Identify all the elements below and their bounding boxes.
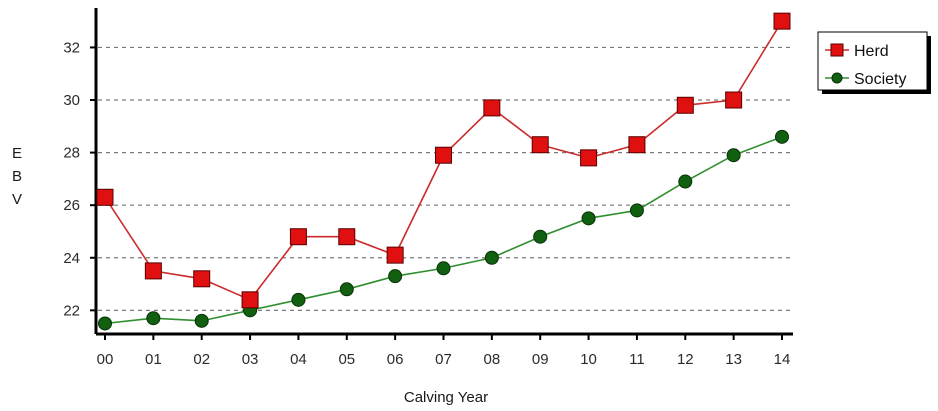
series-herd	[96, 12, 791, 309]
data-point-herd[interactable]	[725, 91, 743, 109]
data-point-herd[interactable]	[531, 136, 549, 154]
legend-marker-herd	[830, 43, 844, 57]
x-tick-label: 08	[484, 351, 501, 368]
data-point-herd[interactable]	[289, 228, 307, 246]
legend-label-herd: Herd	[854, 43, 889, 60]
series-line-society	[104, 136, 783, 325]
x-tick-label: 02	[193, 351, 210, 368]
x-tick-label: 13	[725, 351, 742, 368]
x-axis-title: Calving Year	[404, 389, 488, 406]
data-point-herd[interactable]	[338, 228, 356, 246]
y-tick-label: 22	[63, 302, 80, 319]
x-tick-label: 06	[387, 351, 404, 368]
data-point-herd[interactable]	[435, 146, 452, 164]
data-point-society[interactable]	[291, 292, 306, 307]
x-tick-label: 05	[338, 351, 355, 368]
data-point-society[interactable]	[484, 250, 499, 265]
data-point-society[interactable]	[775, 129, 789, 144]
x-tick-label: 00	[97, 351, 114, 368]
y-tick-label: 26	[63, 197, 80, 214]
x-ticks: 00 01 02 03 04 05 06 07 08 09 10 11 12 13 14	[97, 334, 791, 368]
y-tick-label: 30	[63, 92, 80, 109]
data-point-society[interactable]	[533, 229, 548, 244]
x-tick-label: 11	[629, 351, 645, 368]
data-point-herd[interactable]	[628, 136, 646, 154]
data-point-herd[interactable]	[144, 262, 162, 280]
data-point-herd[interactable]	[580, 149, 598, 167]
data-point-society[interactable]	[726, 148, 741, 163]
data-point-society[interactable]	[339, 282, 354, 297]
data-point-society[interactable]	[678, 174, 693, 189]
x-tick-label: 14	[774, 351, 791, 368]
x-tick-label: 07	[435, 351, 452, 368]
legend-label-society: Society	[854, 71, 906, 88]
x-tick-label: 01	[145, 351, 162, 368]
legend[interactable]: Herd Society	[817, 31, 931, 94]
data-point-society[interactable]	[98, 316, 112, 331]
y-tick-label: 32	[63, 39, 80, 56]
x-tick-label: 03	[242, 351, 259, 368]
legend-item-herd[interactable]: Herd	[825, 43, 889, 60]
legend-marker-society	[831, 72, 843, 84]
data-point-society[interactable]	[194, 313, 209, 328]
x-tick-label: 10	[580, 351, 597, 368]
data-point-society[interactable]	[629, 203, 644, 218]
data-point-society[interactable]	[581, 211, 596, 226]
y-ticks: 22 24 26 28 30 32	[63, 39, 96, 319]
x-tick-label: 04	[290, 351, 307, 368]
data-point-herd[interactable]	[241, 291, 259, 309]
series-society	[98, 129, 789, 331]
data-point-herd[interactable]	[96, 188, 114, 206]
x-tick-label: 12	[677, 351, 694, 368]
data-point-herd[interactable]	[386, 246, 404, 264]
series-layer	[96, 12, 791, 331]
y-tick-label: 24	[63, 250, 80, 267]
legend-item-society[interactable]: Society	[825, 71, 906, 88]
data-point-society[interactable]	[388, 269, 403, 284]
y-axis-title-letter: E	[12, 145, 22, 162]
x-tick-label: 09	[532, 351, 549, 368]
y-axis-title-letter: V	[12, 191, 22, 208]
data-point-herd[interactable]	[773, 12, 791, 30]
data-point-society[interactable]	[436, 261, 451, 276]
data-point-society[interactable]	[146, 311, 161, 326]
data-point-herd[interactable]	[676, 96, 694, 114]
data-point-herd[interactable]	[193, 270, 211, 288]
gridlines	[98, 46, 793, 311]
y-tick-label: 28	[63, 145, 80, 162]
data-point-herd[interactable]	[483, 99, 501, 117]
y-axis-title-letter: B	[12, 168, 22, 185]
